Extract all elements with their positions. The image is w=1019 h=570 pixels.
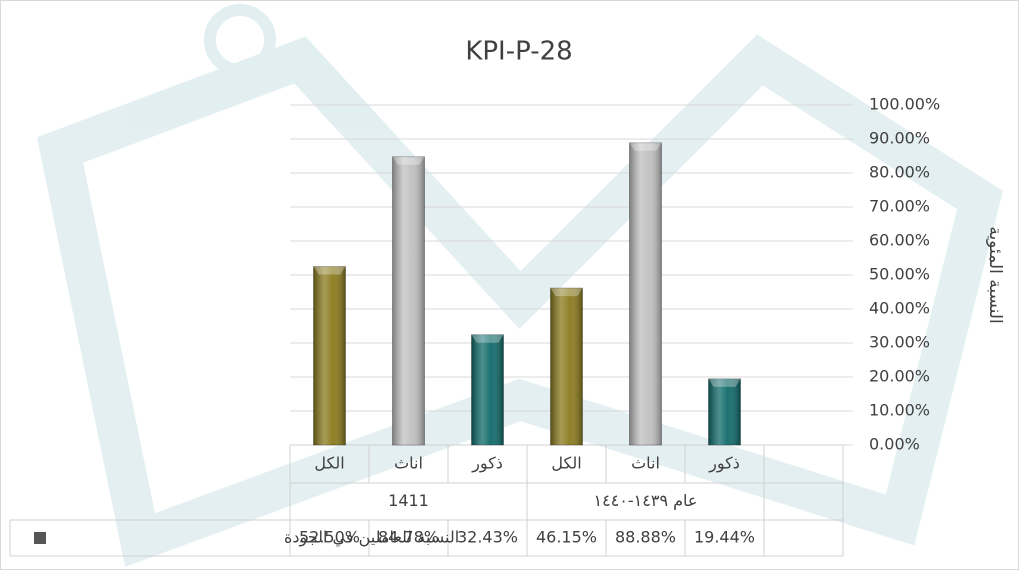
y-tick-label: 10.00% xyxy=(869,401,930,420)
legend-label: النسبة للعاملين في الجودة xyxy=(284,528,459,548)
y-tick-label: 30.00% xyxy=(869,333,930,352)
y-tick-label: 100.00% xyxy=(869,95,940,114)
bar-shade xyxy=(392,156,425,446)
bar-bevel xyxy=(471,334,504,343)
bar-shade xyxy=(471,334,504,445)
bar-bevel xyxy=(550,288,583,297)
y-tick-label: 60.00% xyxy=(869,231,930,250)
x-tick-label: ذكور xyxy=(708,454,740,474)
y-tick-label: 50.00% xyxy=(869,265,930,284)
y-tick-label: 80.00% xyxy=(869,163,930,182)
bar-bevel xyxy=(392,156,425,165)
group-label: عام ١٤٣٩-١٤٤٠ xyxy=(594,491,698,510)
legend-key xyxy=(34,532,46,544)
value-label: 52.50% xyxy=(299,528,360,547)
value-label: 84.78% xyxy=(378,528,439,547)
y-tick-label: 90.00% xyxy=(869,129,930,148)
y-tick-label: 70.00% xyxy=(869,197,930,216)
bar-bevel xyxy=(708,378,741,387)
x-tick-label: اناث xyxy=(394,454,423,473)
y-tick-label: 40.00% xyxy=(869,299,930,318)
bar-shade xyxy=(550,288,583,445)
bar-shade xyxy=(708,378,741,445)
x-tick-label: ذكور xyxy=(471,454,503,474)
bar-shade xyxy=(313,266,346,445)
watermark xyxy=(36,4,1003,567)
bar-bevel xyxy=(313,266,346,275)
value-label: 46.15% xyxy=(536,528,597,547)
x-tick-label: اناث xyxy=(631,454,660,473)
bar-bevel xyxy=(629,142,662,151)
y-tick-label: 0.00% xyxy=(869,435,920,454)
bar-shade xyxy=(629,142,662,446)
group-label: 1411 xyxy=(388,491,429,510)
x-tick-label: الكل xyxy=(314,454,344,473)
y-axis-title: النسبة المئوية xyxy=(985,226,1005,323)
y-tick-label: 20.00% xyxy=(869,367,930,386)
x-tick-label: الكل xyxy=(551,454,581,473)
value-label: 19.44% xyxy=(694,528,755,547)
value-label: 32.43% xyxy=(457,528,518,547)
value-label: 88.88% xyxy=(615,528,676,547)
chart-title: KPI-P-28 xyxy=(465,37,572,67)
